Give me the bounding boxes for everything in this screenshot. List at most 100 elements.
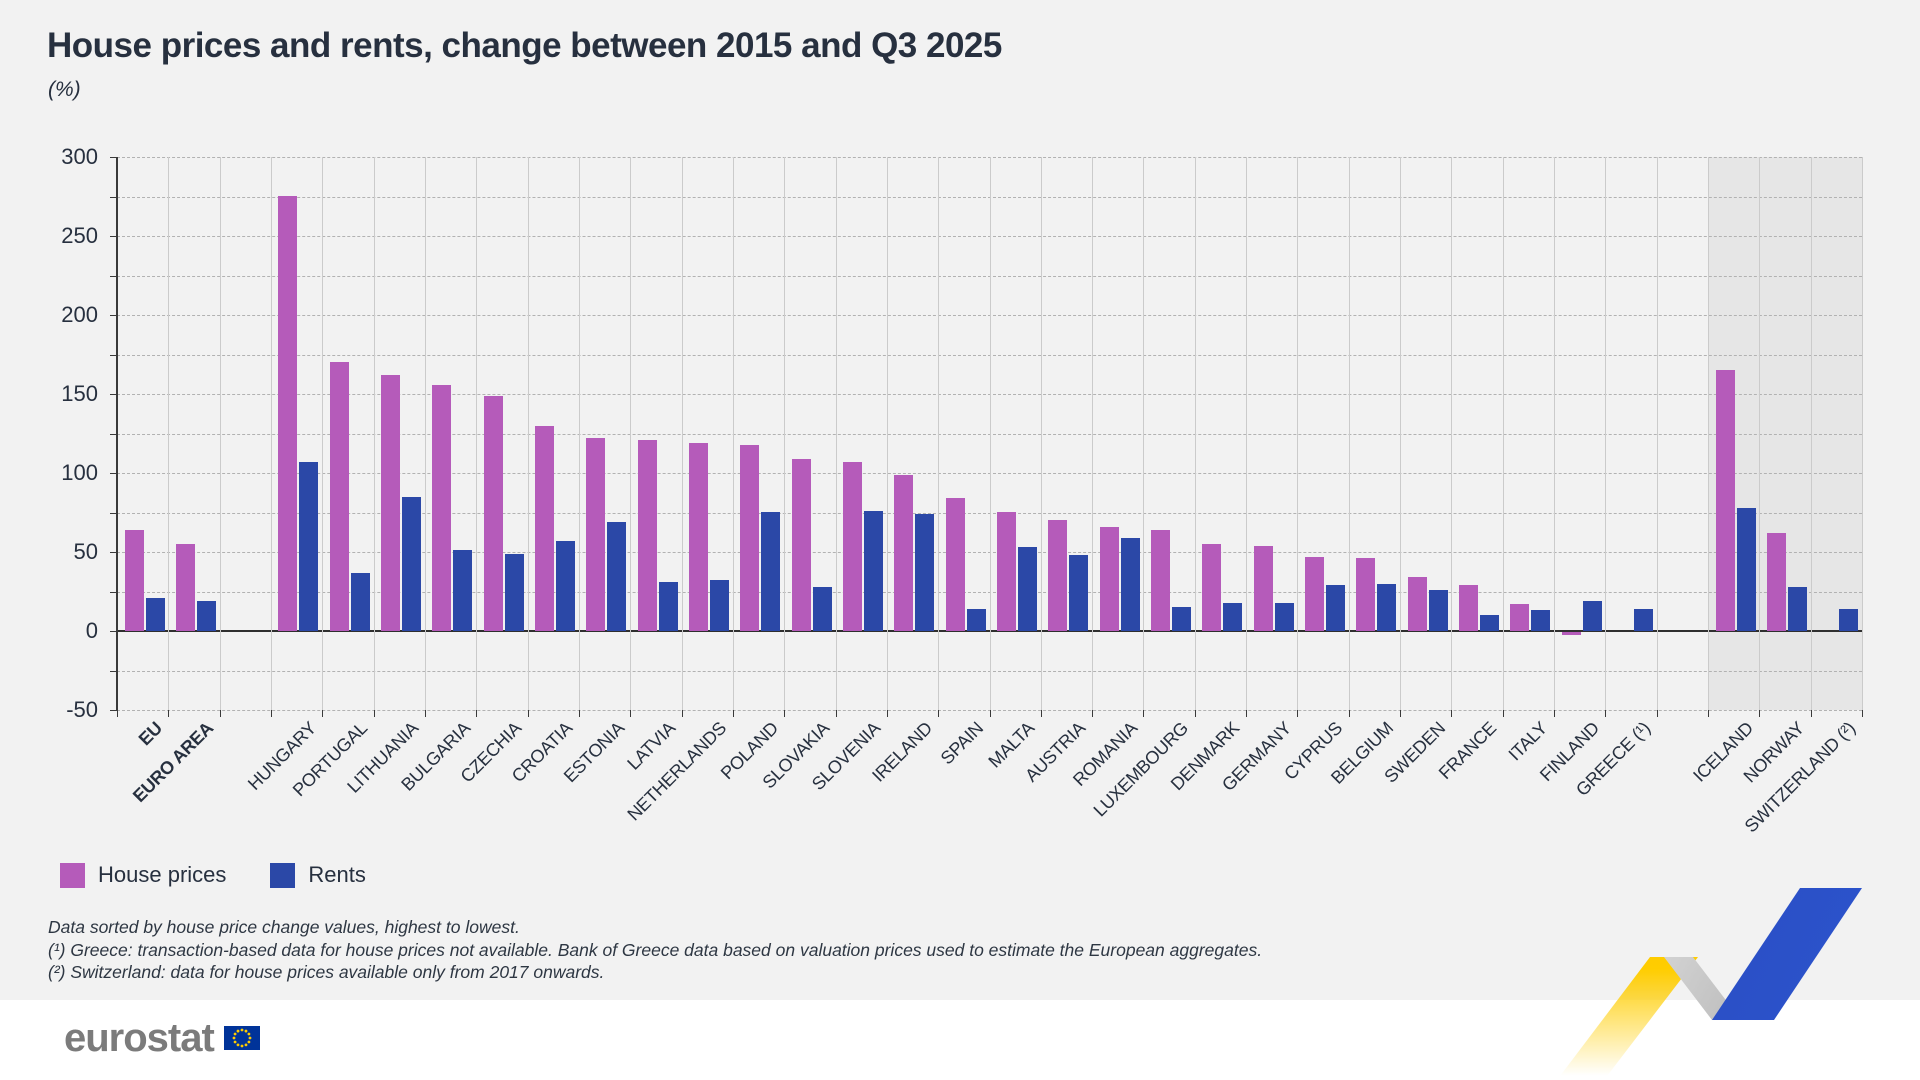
bar-rents-france: [1480, 615, 1499, 631]
gridline-column: [1092, 157, 1094, 710]
x-axis-tick: [168, 710, 170, 717]
y-axis-tick: [110, 591, 117, 593]
gridline-column: [1759, 157, 1761, 710]
bar-house-prices-malta: [997, 512, 1016, 631]
y-axis-tick: [110, 670, 117, 672]
x-axis-tick: [527, 710, 529, 717]
bar-house-prices-finland: [1562, 632, 1581, 635]
bar-house-prices-portugal: [330, 362, 349, 631]
bar-house-prices-estonia: [586, 438, 605, 631]
bar-rents-lithuania: [402, 497, 421, 631]
y-axis-tick: [110, 552, 117, 553]
bar-rents-austria: [1069, 555, 1088, 631]
bar-house-prices-iceland: [1716, 370, 1735, 631]
x-axis-tick: [989, 710, 991, 717]
bar-house-prices-austria: [1048, 520, 1067, 631]
x-axis-tick: [938, 710, 940, 717]
bar-chart: 300 250 200 150 100 50 0 -50 EU EURO AREA HUNGARY P…: [61, 144, 1863, 836]
y-axis-label: 300: [61, 144, 98, 169]
x-axis-tick: [835, 710, 837, 717]
x-axis-tick: [1502, 710, 1504, 717]
x-axis-tick: [1862, 710, 1863, 717]
x-axis-label-switzerland: SWITZERLAND (²): [1740, 717, 1860, 837]
y-axis-label: 150: [61, 381, 98, 406]
unit-subtitle: (%): [48, 78, 81, 101]
x-axis-tick: [1194, 710, 1196, 717]
bar-house-prices-poland: [740, 445, 759, 631]
y-axis-line: [116, 157, 118, 710]
x-axis-tick: [1554, 710, 1556, 717]
gridline-column: [168, 157, 170, 710]
bar-rents-iceland: [1737, 508, 1756, 631]
gridline-column: [630, 157, 632, 710]
bar-house-prices-ireland: [894, 475, 913, 631]
legend: House prices Rents: [60, 862, 366, 888]
y-axis-label: 200: [61, 302, 98, 327]
gridline-column: [270, 157, 272, 710]
bar-rents-norway: [1788, 587, 1807, 631]
bar-rents-greece: [1634, 609, 1653, 631]
y-axis-tick: [110, 157, 117, 158]
bar-house-prices-eu: [125, 530, 144, 631]
x-axis-tick: [1092, 710, 1094, 717]
bar-rents-finland: [1583, 601, 1602, 631]
x-axis-tick: [886, 710, 888, 717]
gridline-column: [1246, 157, 1248, 710]
gridline-column: [1810, 157, 1812, 710]
gridline-column: [1400, 157, 1402, 710]
y-axis-label: 100: [61, 460, 98, 485]
y-axis-tick: [110, 512, 117, 514]
x-axis-tick: [219, 710, 221, 717]
footnotes: Data sorted by house price change values…: [48, 916, 1262, 984]
bar-rents-eu: [146, 598, 165, 631]
bar-rents-belgium: [1377, 584, 1396, 631]
bar-rents-hungary: [299, 462, 318, 631]
gridline-column: [1656, 157, 1658, 710]
bar-rents-sweden: [1429, 590, 1448, 631]
gridline-column: [1194, 157, 1196, 710]
bar-house-prices-slovakia: [792, 459, 811, 631]
x-axis-tick: [117, 710, 118, 717]
x-axis-tick: [322, 710, 324, 717]
x-axis-tick: [1810, 710, 1812, 717]
x-axis-tick: [1040, 710, 1042, 717]
gridline-column: [1143, 157, 1145, 710]
gridline-column: [989, 157, 991, 710]
bar-rents-switzerland: [1839, 609, 1858, 631]
bar-rents-netherlands: [710, 580, 729, 631]
bar-rents-croatia: [556, 541, 575, 631]
x-axis-tick: [1348, 710, 1350, 717]
footer-band: [0, 1000, 1920, 1080]
y-axis-tick: [110, 433, 117, 435]
x-axis-tick: [1605, 710, 1607, 717]
gridline-column: [476, 157, 478, 710]
x-axis-tick: [1297, 710, 1299, 717]
legend-item-house-prices: House prices: [60, 862, 226, 888]
bar-house-prices-norway: [1767, 533, 1786, 631]
footnote-switzerland: (²) Switzerland: data for house prices a…: [48, 962, 605, 982]
gridline-column: [527, 157, 529, 710]
bar-house-prices-slovenia: [843, 462, 862, 631]
legend-label-house-prices: House prices: [98, 862, 227, 887]
x-axis-tick: [630, 710, 632, 717]
bar-rents-latvia: [659, 582, 678, 631]
gridline-column: [424, 157, 426, 710]
x-axis-tick: [1708, 710, 1710, 717]
gridline-column: [322, 157, 324, 710]
bar-rents-bulgaria: [453, 550, 472, 631]
bar-house-prices-belgium: [1356, 558, 1375, 631]
gridline-column: [219, 157, 221, 710]
gridline-column: [1605, 157, 1607, 710]
bar-house-prices-cyprus: [1305, 557, 1324, 631]
y-axis-tick: [110, 196, 117, 198]
gridline-column: [1862, 157, 1863, 710]
gridline-column: [835, 157, 837, 710]
gridline-column: [938, 157, 940, 710]
rents-swatch: [270, 862, 296, 888]
y-axis-label: -50: [66, 697, 98, 722]
bar-rents-poland: [761, 512, 780, 631]
y-axis-tick: [110, 354, 117, 356]
footnote-sorting: Data sorted by house price change values…: [48, 917, 520, 937]
eu-flag-icon: [223, 1026, 260, 1050]
eurostat-wordmark: eurostat: [64, 1016, 215, 1060]
